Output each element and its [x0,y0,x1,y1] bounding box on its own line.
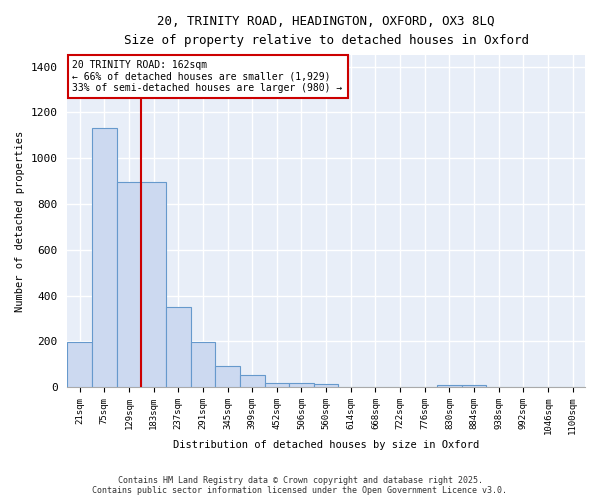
Title: 20, TRINITY ROAD, HEADINGTON, OXFORD, OX3 8LQ
Size of property relative to detac: 20, TRINITY ROAD, HEADINGTON, OXFORD, OX… [124,15,529,47]
Bar [462,385,487,387]
Bar [437,385,462,387]
Bar [289,382,314,387]
Bar [265,382,289,387]
Y-axis label: Number of detached properties: Number of detached properties [15,130,25,312]
Bar [116,182,141,387]
Bar [191,342,215,387]
Text: Contains HM Land Registry data © Crown copyright and database right 2025.
Contai: Contains HM Land Registry data © Crown c… [92,476,508,495]
Bar [67,342,92,387]
Bar [215,366,240,387]
Text: 20 TRINITY ROAD: 162sqm
← 66% of detached houses are smaller (1,929)
33% of semi: 20 TRINITY ROAD: 162sqm ← 66% of detache… [73,60,343,94]
Bar [141,182,166,387]
Bar [92,128,116,387]
Bar [166,307,191,387]
Bar [314,384,338,387]
X-axis label: Distribution of detached houses by size in Oxford: Distribution of detached houses by size … [173,440,479,450]
Bar [240,374,265,387]
